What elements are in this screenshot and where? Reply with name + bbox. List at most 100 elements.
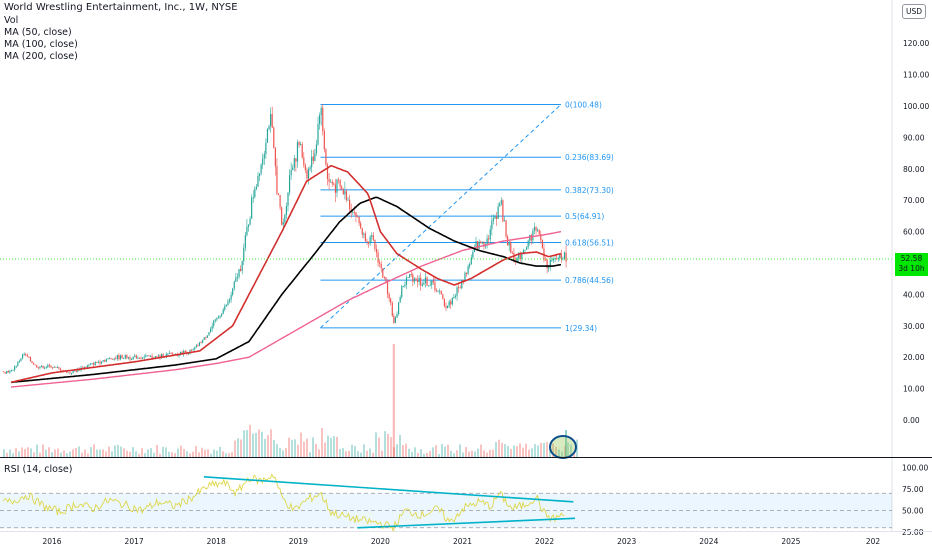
rsi-tick-labels: 100.00 75.00 50.00 25.00 <box>902 463 928 537</box>
volume-bar <box>87 453 89 457</box>
volume-bar <box>240 439 242 457</box>
volume-bar <box>36 444 38 457</box>
candle-body <box>282 222 284 225</box>
ma50-line <box>10 164 562 384</box>
volume-bar <box>66 453 68 457</box>
candle-body <box>544 259 547 261</box>
volume-bar <box>501 442 503 457</box>
candle-body <box>518 252 520 258</box>
price-pane[interactable]: 0(100.48) 0.236(83.69) 0.382(73.30) 0.5(64.… <box>0 100 892 459</box>
volume-bar <box>150 448 152 457</box>
volume-bar <box>573 451 575 457</box>
volume-bar <box>6 452 8 457</box>
candle-body <box>134 355 136 357</box>
candle-body <box>352 211 354 213</box>
candle-body <box>47 364 49 368</box>
candle-body <box>70 373 73 374</box>
time-tick-label: 2019 <box>289 537 308 546</box>
volume-bar <box>393 447 395 457</box>
candle-body <box>453 296 455 298</box>
volume-bar <box>405 443 407 457</box>
price-tick-label: 90.00 <box>903 133 925 142</box>
candle-body <box>233 281 235 289</box>
time-axis-labels[interactable]: 2016 2017 2018 2019 2020 2021 2022 2023 2024 2025… <box>42 537 880 546</box>
candle-body <box>55 366 57 368</box>
fibonacci-retracement[interactable]: 0(100.48) 0.236(83.69) 0.382(73.30) 0.5(64.… <box>320 100 614 333</box>
rsi-pane[interactable]: 100.00 75.00 50.00 25.00 <box>0 463 928 537</box>
volume-bar <box>450 450 452 457</box>
volume-bar <box>567 442 569 457</box>
volume-bar <box>345 451 347 457</box>
ma200-legend[interactable]: MA (200, close) <box>4 51 78 62</box>
candle-body <box>525 247 528 250</box>
rsi-legend[interactable]: RSI (14, close) <box>4 464 73 475</box>
candle-body <box>432 280 434 283</box>
candle-body <box>295 158 297 162</box>
price-axis[interactable]: 120.00 110.00 100.00 90.00 80.00 70.00 60.00 50… <box>891 0 929 531</box>
volume-bar <box>237 438 239 457</box>
candle-body <box>533 227 536 231</box>
candle-body <box>404 284 406 287</box>
candle-body <box>530 234 532 241</box>
candle-body <box>243 247 245 262</box>
ma100-legend[interactable]: MA (100, close) <box>4 39 78 50</box>
rsi-trendlines[interactable] <box>203 476 576 529</box>
volume-bar <box>219 446 221 457</box>
candle-body <box>151 356 153 359</box>
volume-bar <box>243 430 245 457</box>
candle-body <box>44 367 46 369</box>
candle-body <box>238 269 240 277</box>
symbol-title[interactable]: World Wrestling Entertainment, Inc., 1W,… <box>4 2 238 13</box>
candle-body <box>565 252 567 262</box>
candle-body <box>522 250 525 253</box>
candle-body <box>200 342 202 344</box>
candle-body <box>100 361 103 364</box>
vol-legend[interactable]: Vol <box>4 15 19 26</box>
candle-body <box>23 354 25 355</box>
volume-bar <box>456 450 458 457</box>
ma100-line <box>10 196 562 384</box>
candle-body <box>156 356 158 357</box>
price-candles <box>3 104 567 376</box>
candle-body <box>85 366 87 368</box>
volume-bar <box>402 445 404 457</box>
candle-body <box>232 288 234 295</box>
rsi-line <box>2 473 565 533</box>
candle-body <box>162 354 164 357</box>
volume-bar <box>381 450 383 457</box>
candle-body <box>108 358 111 360</box>
rsi-path <box>2 473 565 533</box>
fib-level-label: 0.382(73.30) <box>565 186 614 195</box>
volume-bar <box>120 446 122 457</box>
volume-bar <box>111 451 113 457</box>
candle-body <box>292 167 294 171</box>
candle-body <box>208 332 210 336</box>
candle-body <box>6 370 8 374</box>
candle-body <box>552 258 555 260</box>
candle-body <box>511 253 513 254</box>
candle-body <box>423 282 425 285</box>
ma50-legend[interactable]: MA (50, close) <box>4 27 72 38</box>
currency-button[interactable]: USD <box>902 4 926 19</box>
candle-body <box>75 370 77 372</box>
candle-body <box>440 290 442 295</box>
candle-body <box>472 251 474 258</box>
candle-body <box>459 287 461 289</box>
candle-body <box>276 166 278 194</box>
candle-body <box>456 287 458 296</box>
candle-body <box>516 257 518 263</box>
candle-body <box>20 358 22 361</box>
volume-bar <box>369 448 371 457</box>
volume-bar <box>306 438 308 457</box>
candle-body <box>513 253 515 261</box>
candle-body <box>184 350 186 353</box>
volume-bar <box>159 453 161 457</box>
volume-bar <box>138 453 140 457</box>
candle-body <box>143 356 145 358</box>
candle-body <box>214 319 216 321</box>
candle-body <box>369 236 371 244</box>
volume-bar <box>81 452 83 457</box>
candle-body <box>393 315 395 323</box>
time-tick-label: 2020 <box>371 537 390 546</box>
